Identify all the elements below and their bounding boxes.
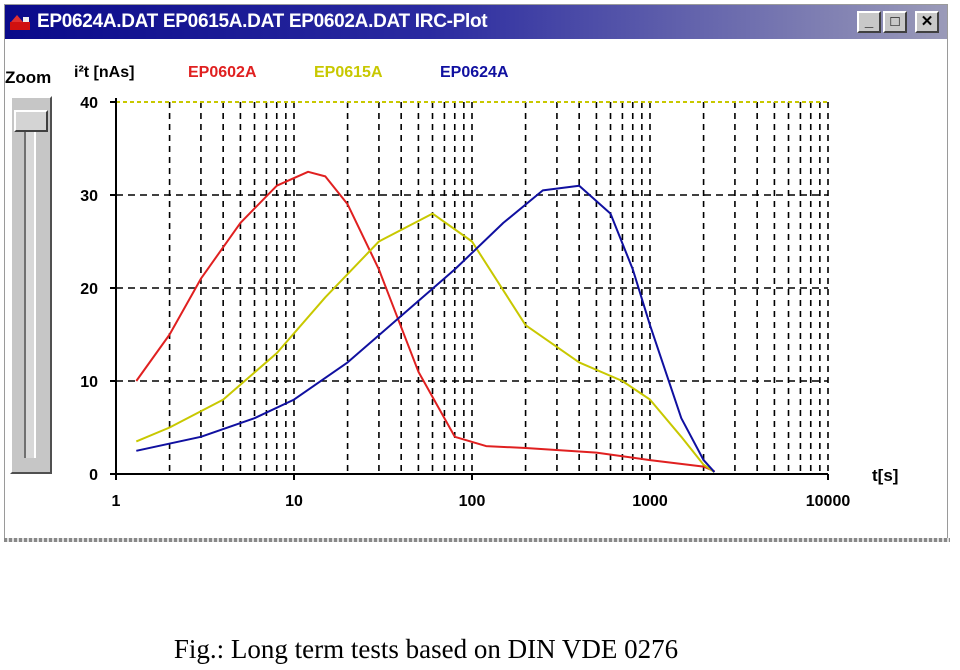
- maximize-button[interactable]: □: [883, 11, 907, 33]
- close-button[interactable]: ✕: [915, 11, 939, 33]
- legend-entry-ep0602a: EP0602A: [188, 64, 257, 81]
- legend-entry-ep0624a: EP0624A: [440, 64, 509, 81]
- irc-plot: 0 10 20 30 40 1 10 100 1000 10000: [80, 95, 851, 510]
- y-tick-label: 20: [80, 281, 98, 298]
- series-line-ep0615a: [135, 212, 715, 473]
- title-bar[interactable]: EP0624A.DAT EP0615A.DAT EP0602A.DAT IRC-…: [5, 5, 947, 39]
- x-tick-label: 1000: [632, 493, 668, 510]
- y-tick-label: 0: [89, 467, 98, 484]
- y-tick-label: 40: [80, 95, 98, 112]
- window-bottom-border: [4, 538, 950, 542]
- y-tick-label: 10: [80, 374, 98, 391]
- x-tick-label: 10000: [806, 493, 851, 510]
- x-tick-label: 1: [112, 493, 121, 510]
- figure-caption: Fig.: Long term tests based on DIN VDE 0…: [173, 634, 679, 664]
- app-icon: [10, 15, 30, 30]
- x-axis-unit-label: t[s]: [872, 466, 899, 485]
- minimize-button[interactable]: _: [857, 11, 881, 33]
- y-axis-label: i²t [nAs]: [74, 64, 135, 81]
- x-tick-label: 100: [459, 493, 486, 510]
- window-title: EP0624A.DAT EP0615A.DAT EP0602A.DAT IRC-…: [37, 11, 488, 32]
- zoom-slider[interactable]: [10, 96, 52, 474]
- series-line-ep0624a: [136, 184, 716, 473]
- legend-entry-ep0615a: EP0615A: [314, 64, 383, 81]
- x-tick-label: 10: [285, 493, 303, 510]
- zoom-slider-thumb[interactable]: [14, 110, 48, 132]
- zoom-slider-track: [24, 118, 36, 458]
- y-tick-label: 30: [80, 188, 98, 205]
- plot-window: EP0624A.DAT EP0615A.DAT EP0602A.DAT IRC-…: [4, 4, 948, 540]
- zoom-label: Zoom: [5, 68, 52, 87]
- series-line-ep0602a: [135, 170, 715, 473]
